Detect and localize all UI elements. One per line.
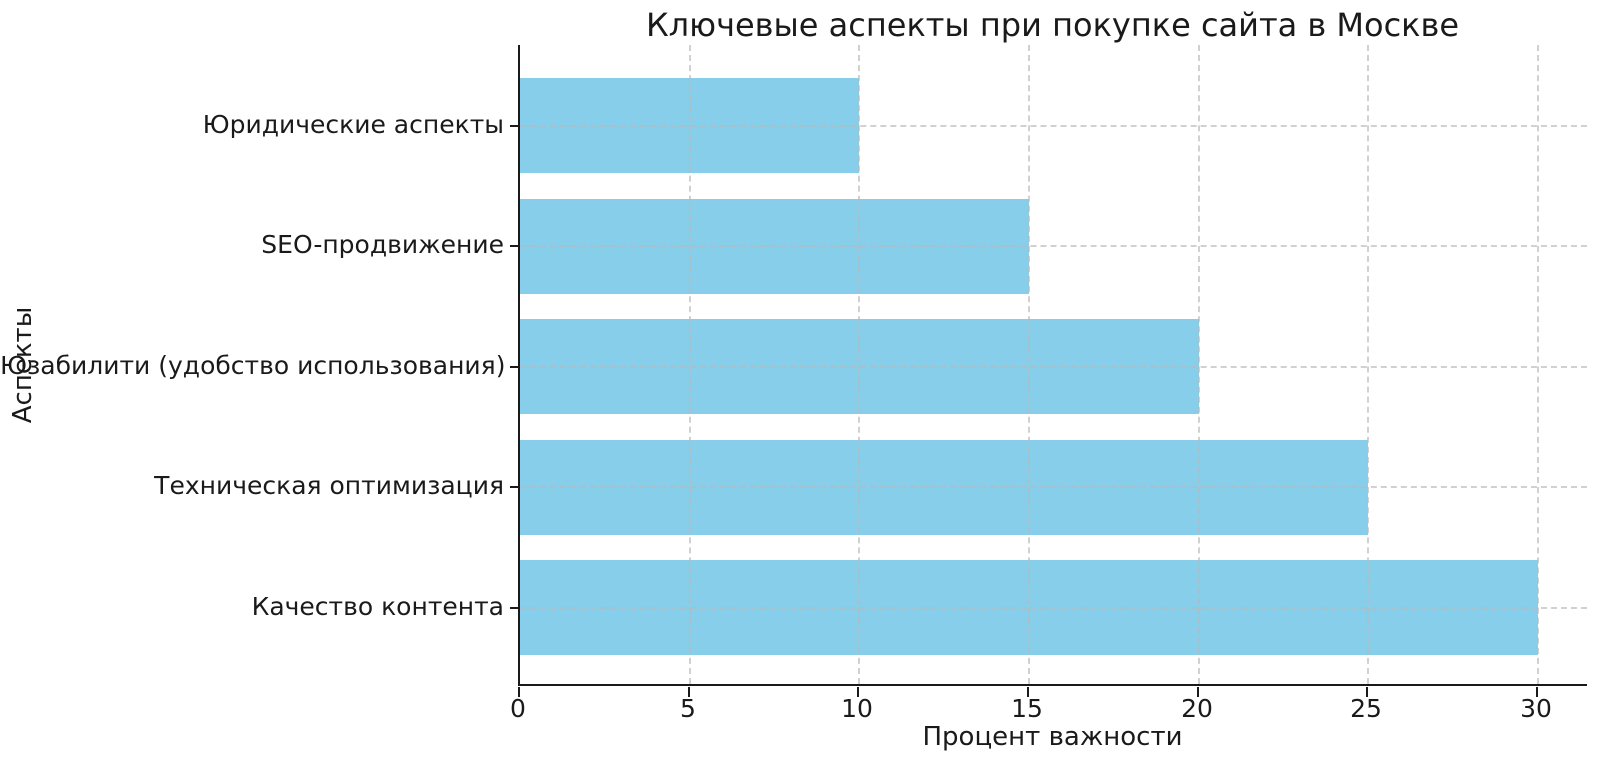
plot-area	[518, 45, 1587, 686]
h-gridline	[520, 125, 1587, 127]
h-gridline	[520, 366, 1587, 368]
chart-title: Ключевые аспекты при покупке сайта в Мос…	[645, 6, 1460, 44]
y-category-label: Техническая оптимизация	[154, 471, 504, 500]
x-tick-label: 10	[841, 694, 873, 723]
x-tick-label: 30	[1520, 694, 1552, 723]
x-tick-label: 20	[1181, 694, 1213, 723]
h-gridline	[520, 607, 1587, 609]
x-tick-mark	[1536, 687, 1538, 697]
v-gridline	[858, 45, 860, 684]
y-category-label: Юзабилити (удобство использования)	[0, 351, 506, 380]
x-tick-label: 25	[1350, 694, 1382, 723]
y-category-label: SEO-продвижение	[261, 230, 504, 259]
v-gridline	[1537, 45, 1539, 684]
v-gridline	[1028, 45, 1030, 684]
v-gridline	[1367, 45, 1369, 684]
x-tick-mark	[518, 687, 520, 697]
y-tick-mark	[510, 125, 519, 127]
x-tick-mark	[857, 687, 859, 697]
x-tick-label: 15	[1011, 694, 1043, 723]
x-tick-label: 5	[680, 694, 696, 723]
x-tick-mark	[688, 687, 690, 697]
y-tick-mark	[510, 486, 519, 488]
v-gridline	[689, 45, 691, 684]
h-gridline	[520, 245, 1587, 247]
y-tick-mark	[510, 245, 519, 247]
x-tick-label: 0	[510, 694, 526, 723]
y-tick-mark	[510, 366, 519, 368]
x-axis-title: Процент важности	[922, 722, 1183, 752]
y-category-label: Юридические аспекты	[202, 110, 504, 139]
x-tick-mark	[1027, 687, 1029, 697]
h-gridline	[520, 486, 1587, 488]
v-gridline	[1198, 45, 1200, 684]
y-category-label: Качество контента	[251, 592, 504, 621]
x-tick-mark	[1197, 687, 1199, 697]
x-tick-mark	[1366, 687, 1368, 697]
y-tick-mark	[510, 607, 519, 609]
